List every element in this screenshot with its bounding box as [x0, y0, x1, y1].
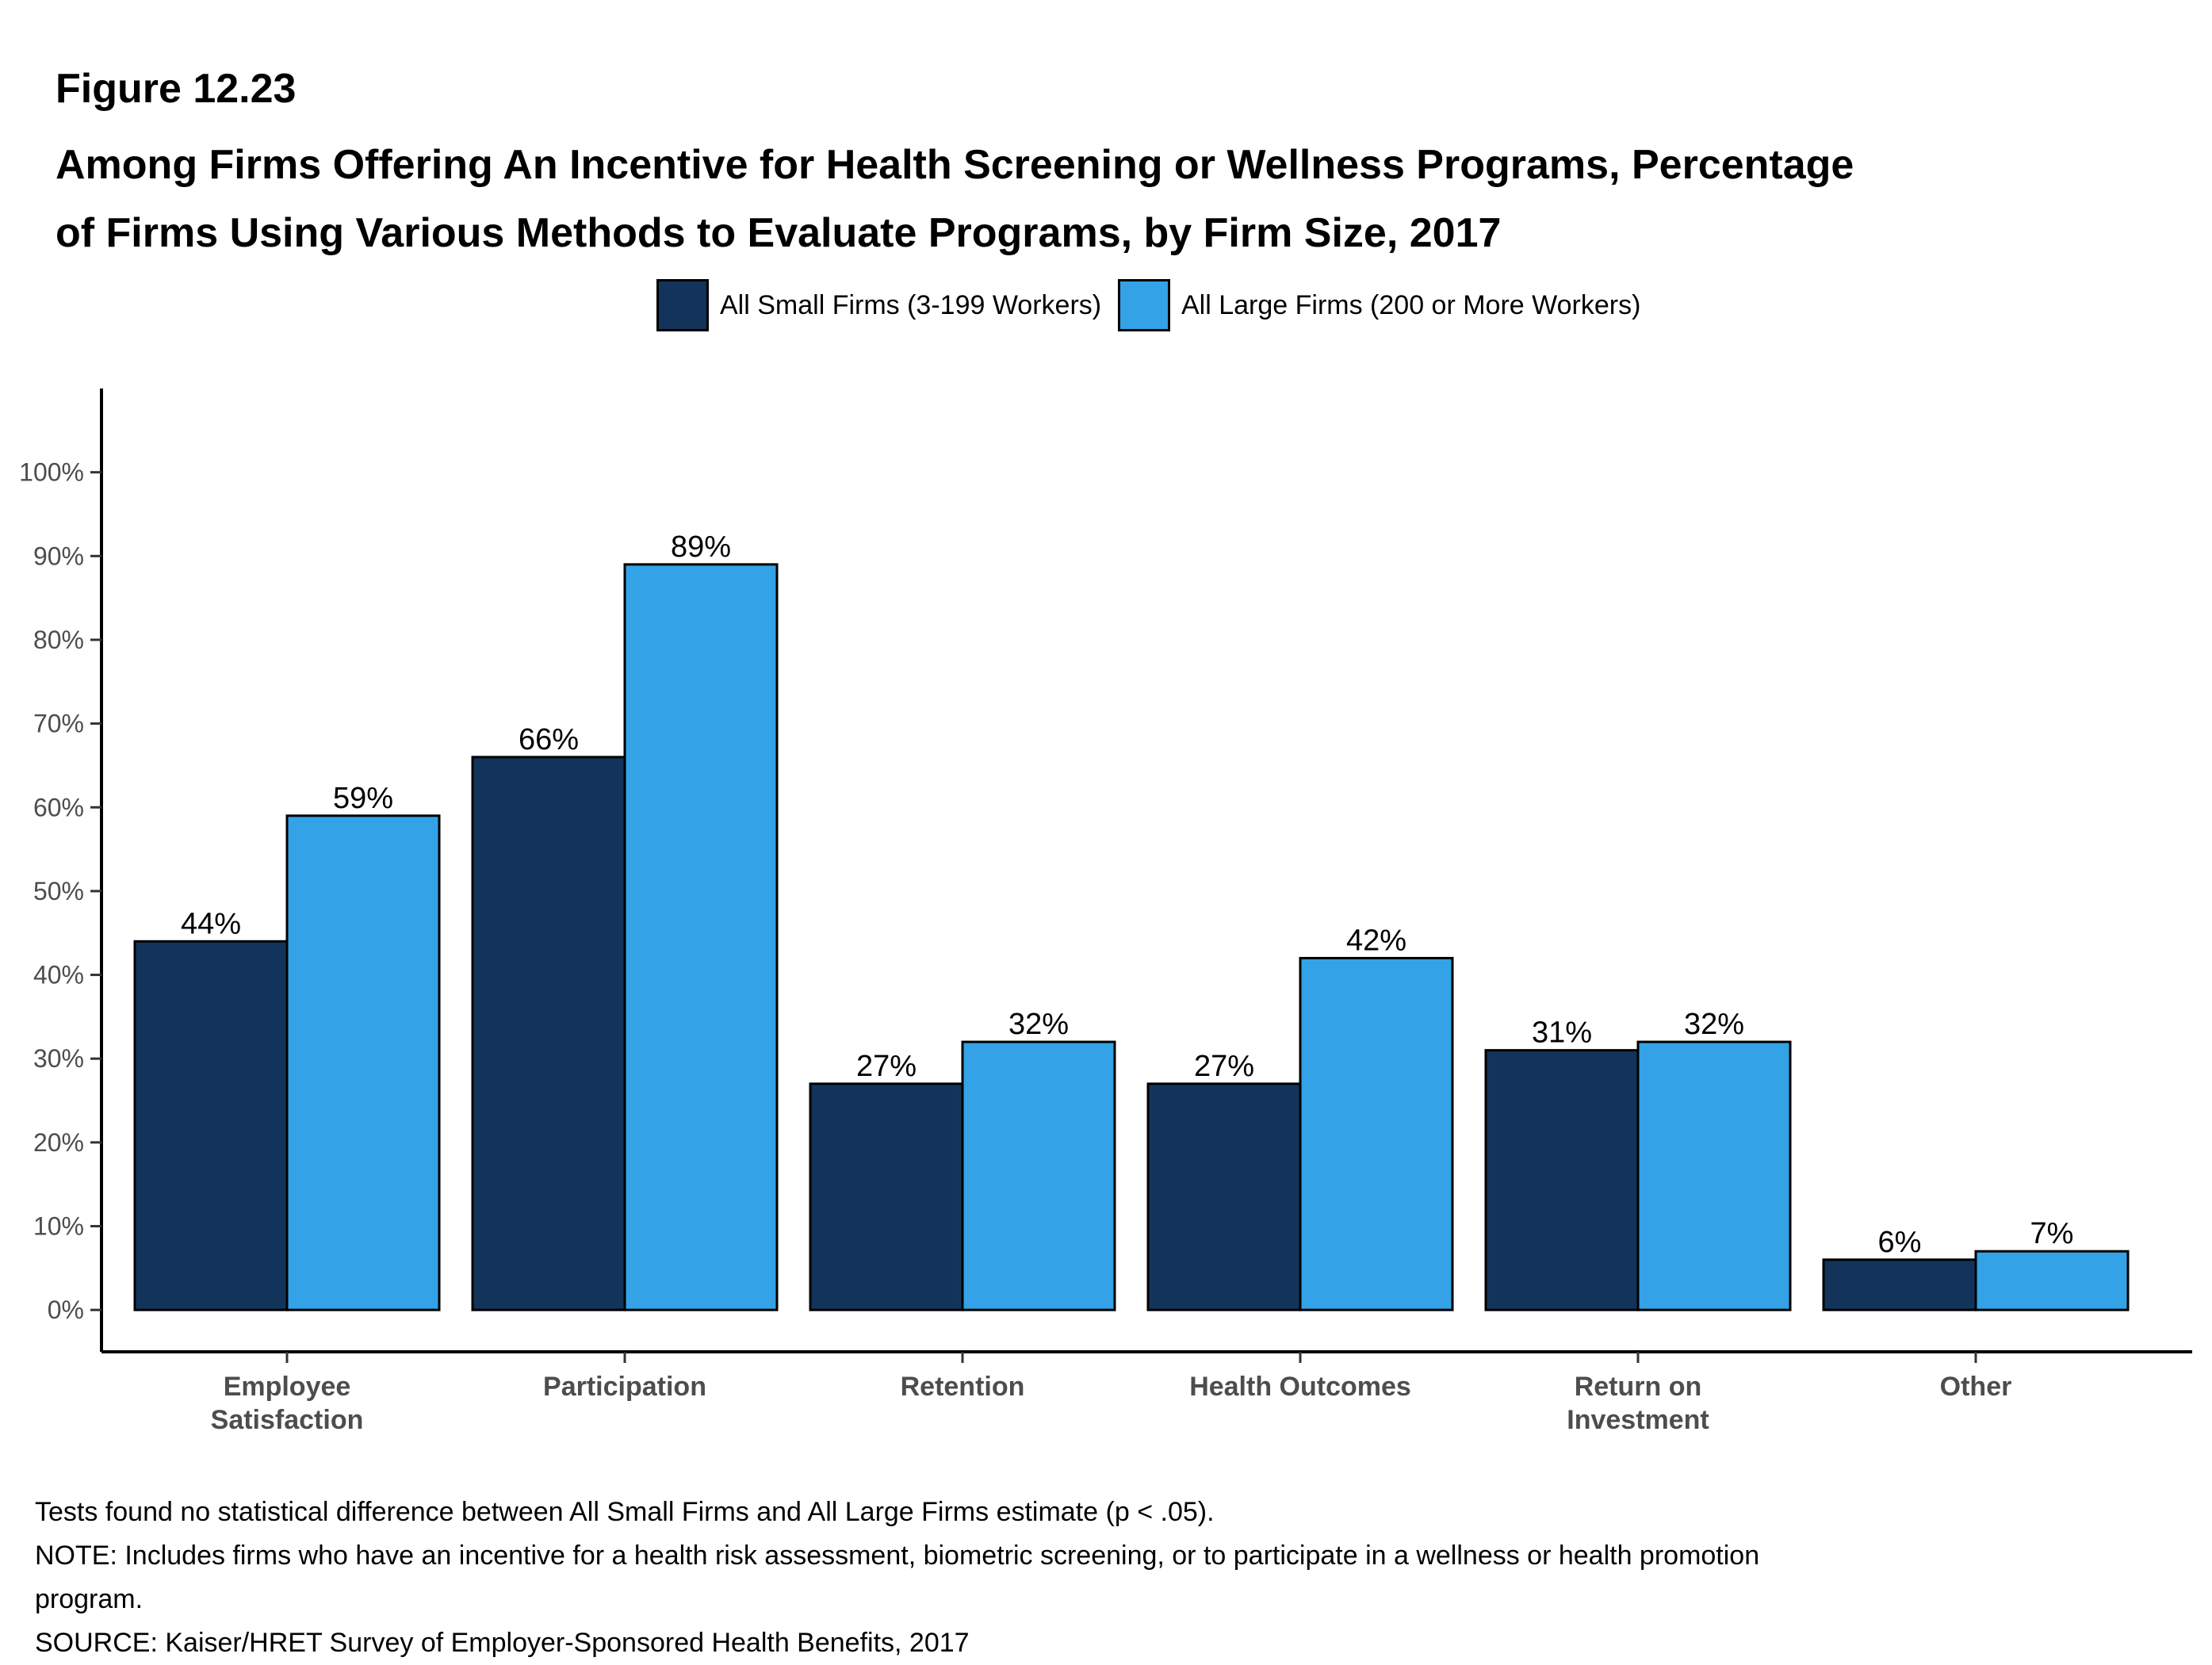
y-tick-label: 90% — [33, 542, 84, 570]
bar — [1299, 956, 1454, 1311]
legend-item-small-firms: All Small Firms (3-199 Workers) — [656, 278, 1101, 333]
y-tick-label: 70% — [33, 710, 84, 738]
legend-item-large-firms: All Large Firms (200 or More Workers) — [1118, 278, 1640, 333]
bar — [1636, 1040, 1792, 1311]
data-label: 42% — [1346, 924, 1406, 957]
chart-title-line-2: of Firms Using Various Methods to Evalua… — [55, 210, 1502, 256]
data-label: 44% — [181, 907, 241, 940]
note-includes: NOTE: Includes firms who have an incenti… — [35, 1541, 1760, 1571]
bar — [471, 756, 626, 1311]
legend-swatch-small-firms — [656, 279, 709, 331]
bar — [1974, 1250, 2130, 1311]
y-tick-label: 80% — [33, 626, 84, 654]
x-tick-label: Satisfaction — [211, 1405, 364, 1435]
legend-label-large-firms: All Large Firms (200 or More Workers) — [1181, 289, 1641, 320]
chart-title: Among Firms Offering An Incentive for He… — [55, 131, 2117, 267]
bar — [1822, 1258, 1977, 1311]
bar — [133, 940, 289, 1311]
x-tick-label: Investment — [1567, 1405, 1709, 1435]
y-tick-label: 100% — [19, 458, 84, 487]
y-tick-label: 0% — [48, 1296, 84, 1324]
note-includes-continued: program. — [35, 1584, 144, 1614]
legend-label-small-firms: All Small Firms (3-199 Workers) — [720, 289, 1102, 320]
data-label: 32% — [1008, 1008, 1069, 1041]
y-tick-label: 20% — [33, 1128, 84, 1157]
figure-label: Figure 12.23 — [55, 66, 297, 112]
x-tick-label: Retention — [901, 1372, 1025, 1402]
y-tick-label: 30% — [33, 1044, 84, 1073]
bar-chart: 0% 10% 20% 30% 40% 50% 60% 70% 80% 90% 100% 44% 59% E… — [19, 388, 2192, 1435]
data-label: 31% — [1532, 1016, 1592, 1050]
note-source: SOURCE: Kaiser/HRET Survey of Employer-S… — [35, 1628, 970, 1658]
bar — [1146, 1082, 1302, 1311]
x-tick-label: Health Outcomes — [1189, 1372, 1411, 1402]
x-tick-label: Participation — [543, 1372, 706, 1402]
data-label: 6% — [1878, 1226, 1922, 1259]
chart-notes: Tests found no statistical difference be… — [35, 1491, 1938, 1665]
data-label: 66% — [519, 723, 579, 756]
bar — [961, 1040, 1116, 1311]
legend-swatch-large-firms — [1118, 279, 1170, 331]
x-tick-label: Return on — [1575, 1372, 1702, 1402]
data-label: 7% — [2030, 1217, 2074, 1250]
y-tick-label: 60% — [33, 793, 84, 821]
bar — [1484, 1049, 1640, 1311]
x-tick-label: Employee — [224, 1372, 351, 1402]
data-label: 89% — [671, 530, 731, 564]
data-label: 27% — [856, 1050, 917, 1083]
data-label: 59% — [333, 782, 393, 815]
y-tick-label: 10% — [33, 1212, 84, 1241]
x-tick-label: Other — [1940, 1372, 2012, 1402]
y-tick-label: 40% — [33, 961, 84, 989]
bar — [285, 814, 441, 1311]
data-label: 32% — [1684, 1008, 1744, 1041]
bar — [623, 563, 779, 1311]
chart-legend: All Small Firms (3-199 Workers) All Larg… — [0, 278, 2212, 333]
bar — [809, 1082, 964, 1311]
data-label: 27% — [1194, 1050, 1254, 1083]
note-significance: Tests found no statistical difference be… — [35, 1497, 1215, 1527]
chart-title-line-1: Among Firms Offering An Incentive for He… — [55, 142, 1854, 188]
y-tick-label: 50% — [33, 877, 84, 905]
